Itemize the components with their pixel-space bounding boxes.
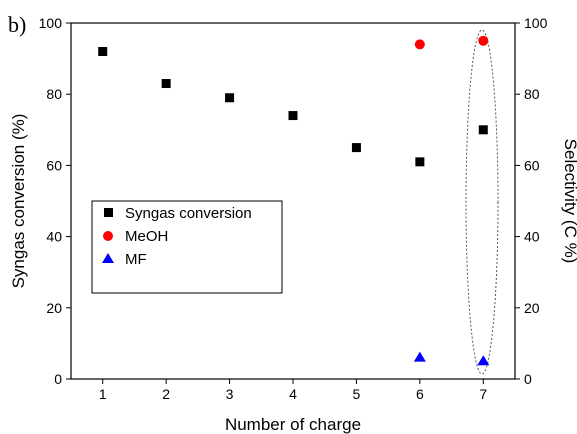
data-point-meoh xyxy=(478,35,489,46)
legend-frame xyxy=(91,200,283,294)
y-right-tick-label: 80 xyxy=(524,86,540,102)
data-point-mf xyxy=(413,351,426,362)
y-right-tick-label: 100 xyxy=(524,15,548,31)
x-axis-title: Number of charge xyxy=(225,415,361,434)
legend-marker-syngas xyxy=(104,208,113,217)
y-left-tick-label: 100 xyxy=(39,15,63,31)
data-point-syngas-conversion xyxy=(225,93,235,103)
y-right-tick-label: 20 xyxy=(524,300,540,316)
legend-marker-meoh xyxy=(103,231,113,241)
data-points xyxy=(98,35,490,366)
y-right-tick-label: 40 xyxy=(524,229,540,245)
y-left-tick-label: 40 xyxy=(46,229,62,245)
x-tick-label: 6 xyxy=(416,386,424,402)
x-tick-label: 1 xyxy=(99,386,107,402)
x-tick-label: 2 xyxy=(162,386,170,402)
legend-label-syngas: Syngas conversion xyxy=(125,205,252,222)
legend-label-meoh: MeOH xyxy=(125,228,168,245)
data-point-syngas-conversion xyxy=(478,125,488,135)
legend-marker-mf xyxy=(102,253,114,263)
data-point-syngas-conversion xyxy=(161,79,171,89)
data-point-mf xyxy=(477,355,490,366)
x-tick-label: 3 xyxy=(226,386,234,402)
data-point-syngas-conversion xyxy=(351,143,361,153)
data-point-meoh xyxy=(414,39,425,50)
x-tick-label: 7 xyxy=(479,386,487,402)
highlight-ellipse xyxy=(465,29,499,375)
x-tick-label: 4 xyxy=(289,386,297,402)
x-tick-label: 5 xyxy=(353,386,361,402)
y-left-tick-label: 20 xyxy=(46,300,62,316)
legend: Syngas conversion MeOH MF xyxy=(91,200,283,294)
y-left-tick-label: 60 xyxy=(46,157,62,173)
panel-label: b) xyxy=(8,12,26,37)
y-left-tick-label: 80 xyxy=(46,86,62,102)
data-point-syngas-conversion xyxy=(415,157,425,167)
y-right-tick-label: 0 xyxy=(524,371,532,387)
y-axis-right-title: Selectivity (C %) xyxy=(561,139,577,264)
y-axis-left-title: Syngas conversion (%) xyxy=(9,114,28,289)
x-axis: 1 2 3 4 5 6 7 xyxy=(99,379,487,402)
legend-label-mf: MF xyxy=(125,251,147,268)
y-axis-left: 0 20 40 60 80 100 xyxy=(39,15,71,387)
data-point-syngas-conversion xyxy=(288,111,298,121)
data-point-syngas-conversion xyxy=(98,46,108,56)
y-axis-right: 0 20 40 60 80 100 xyxy=(515,15,548,387)
y-right-tick-label: 60 xyxy=(524,157,540,173)
y-left-tick-label: 0 xyxy=(54,371,62,387)
